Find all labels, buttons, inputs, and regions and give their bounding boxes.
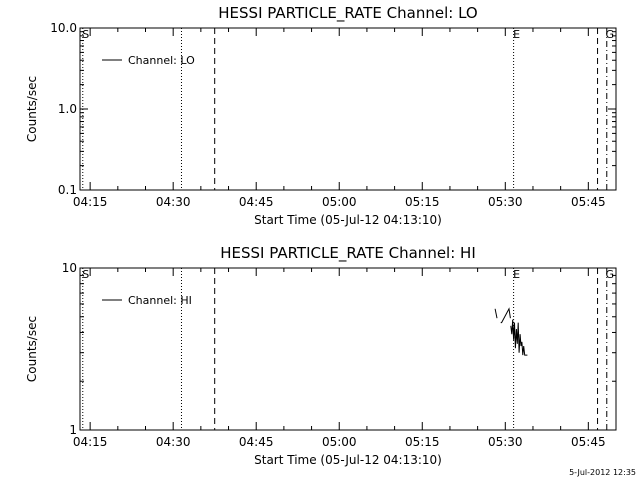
x-tick-label: 04:45 [239, 195, 274, 209]
x-tick-label: 04:15 [73, 195, 108, 209]
chart-panel-1: HESSI PARTICLE_RATE Channel: LO 0.1 1.0 10.… [25, 4, 617, 227]
x-tick-label: 05:30 [488, 195, 523, 209]
legend-label: Channel: LO [128, 54, 195, 67]
marker-label: E [513, 28, 520, 41]
chart-title: HESSI PARTICLE_RATE Channel: HI [220, 244, 476, 263]
legend-label: Channel: HI [128, 294, 192, 307]
plot-frame [79, 267, 617, 431]
marker-label: G [606, 268, 615, 281]
x-axis-label: Start Time (05-Jul-12 04:13:10) [254, 213, 442, 227]
x-tick-label: 05:00 [322, 435, 357, 449]
y-tick-label: 0.1 [58, 183, 77, 197]
series-line [494, 308, 498, 319]
x-tick-label: 05:00 [322, 195, 357, 209]
footer-timestamp: 5-Jul-2012 12:35 [569, 468, 636, 477]
marker-label: S [82, 28, 89, 41]
x-tick-label: 05:45 [571, 435, 606, 449]
x-axis-label: Start Time (05-Jul-12 04:13:10) [254, 453, 442, 467]
x-tick-label: 05:30 [488, 435, 523, 449]
series-line [500, 307, 511, 324]
x-tick-label: 05:15 [405, 195, 440, 209]
chart-panel-2: HESSI PARTICLE_RATE Channel: HI 1 10 04:15 0… [25, 244, 617, 467]
y-tick-label: 10 [62, 261, 77, 275]
y-axis-label: Counts/sec [25, 76, 39, 142]
marker-label: E [513, 268, 520, 281]
y-tick-label: 1.0 [58, 102, 77, 116]
x-tick-label: 05:45 [571, 195, 606, 209]
chart-title: HESSI PARTICLE_RATE Channel: LO [218, 4, 477, 23]
x-tick-label: 04:30 [156, 195, 191, 209]
marker-label: S [82, 268, 89, 281]
x-tick-label: 04:45 [239, 435, 274, 449]
plot-frame [79, 27, 617, 191]
series-line [510, 319, 528, 356]
marker-label: G [606, 28, 615, 41]
y-axis-label: Counts/sec [25, 316, 39, 382]
y-tick-label: 1 [69, 423, 77, 437]
x-tick-label: 04:15 [73, 435, 108, 449]
x-tick-label: 04:30 [156, 435, 191, 449]
x-tick-label: 05:15 [405, 435, 440, 449]
y-tick-label: 10.0 [50, 21, 77, 35]
